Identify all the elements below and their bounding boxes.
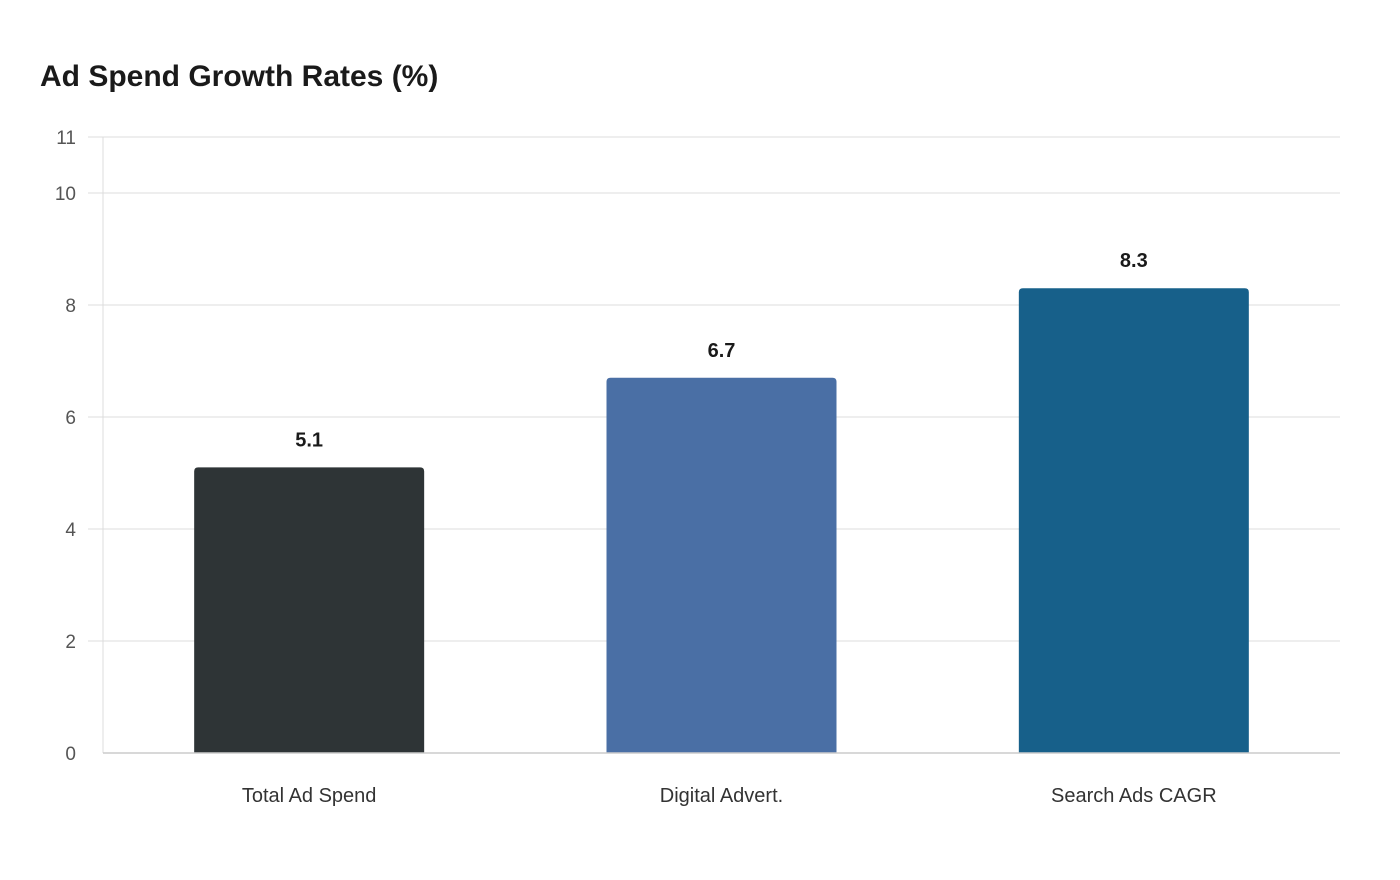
bar: [1018, 288, 1249, 753]
data-label: 8.3: [1120, 250, 1148, 272]
data-label: 6.7: [708, 340, 736, 362]
x-tick-label: Total Ad Spend: [242, 785, 377, 807]
y-tick-label: 8: [65, 296, 76, 317]
x-tick-label: Search Ads CAGR: [1051, 785, 1217, 807]
y-tick-label: 2: [65, 632, 76, 653]
chart-title: Ad Spend Growth Rates (%): [40, 60, 439, 93]
y-tick-label: 4: [65, 520, 76, 541]
y-tick-label: 11: [56, 128, 76, 149]
data-label: 5.1: [295, 429, 323, 451]
y-tick-label: 6: [65, 408, 76, 429]
x-tick-label: Digital Advert.: [660, 785, 783, 807]
y-tick-label: 0: [65, 744, 76, 765]
bar: [194, 467, 425, 753]
bar: [606, 377, 837, 753]
y-tick-label: 10: [55, 184, 76, 205]
